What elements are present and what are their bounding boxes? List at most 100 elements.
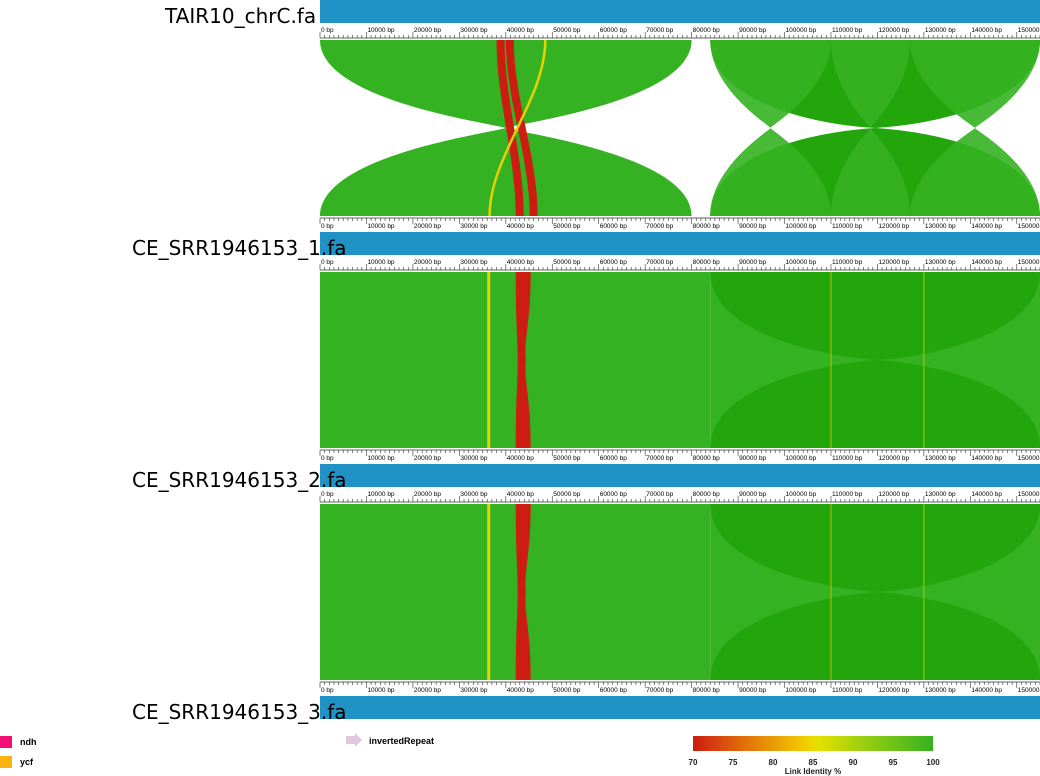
ruler-tick-label: 50000 bp bbox=[553, 687, 580, 694]
ruler-tick-label: 10000 bp bbox=[367, 491, 394, 498]
ruler bbox=[320, 216, 1040, 232]
ruler-tick-label: 140000 bp bbox=[971, 455, 1002, 462]
ruler-tick-label: 80000 bp bbox=[693, 259, 720, 266]
link-line-yellow bbox=[487, 272, 491, 448]
sequence-bar bbox=[320, 0, 1040, 23]
ruler-tick-label: 70000 bp bbox=[646, 687, 673, 694]
identity-colorbar bbox=[693, 736, 933, 751]
ruler-tick-label: 30000 bp bbox=[460, 491, 487, 498]
ruler-tick-label: 70000 bp bbox=[646, 491, 673, 498]
ruler-tick-label: 50000 bp bbox=[553, 259, 580, 266]
ruler-tick-label: 0 bp bbox=[321, 491, 334, 498]
ruler-tick-label: 110000 bp bbox=[832, 687, 863, 694]
colorbar-tick-label: 75 bbox=[728, 758, 738, 767]
sequence-label-4: CE_SRR1946153_3.fa bbox=[132, 700, 347, 724]
colorbar-tick-label: 100 bbox=[926, 758, 940, 767]
colorbar-tick-label: 80 bbox=[768, 758, 778, 767]
ruler-tick-label: 0 bp bbox=[321, 455, 334, 462]
link-band bbox=[710, 272, 1040, 360]
sequence-label-3: CE_SRR1946153_2.fa bbox=[132, 468, 347, 492]
ruler-tick-label: 0 bp bbox=[321, 223, 334, 230]
colorbar-tick-label: 70 bbox=[688, 758, 698, 767]
link-band bbox=[710, 128, 831, 216]
ruler-tick-label: 20000 bp bbox=[414, 455, 441, 462]
link-band-red bbox=[505, 40, 538, 216]
ruler-tick-label: 110000 bp bbox=[832, 27, 863, 34]
ruler bbox=[320, 680, 1040, 696]
ruler-tick-label: 140000 bp bbox=[971, 27, 1002, 34]
legend-label: ycf bbox=[20, 757, 34, 767]
ruler bbox=[320, 256, 1040, 272]
arrow-icon bbox=[346, 733, 362, 747]
sequence-label-2: CE_SRR1946153_1.fa bbox=[132, 236, 347, 260]
link-band bbox=[710, 592, 1040, 680]
ruler-tick-label: 90000 bp bbox=[739, 455, 766, 462]
ruler-tick-label: 130000 bp bbox=[925, 491, 956, 498]
ruler-tick-label: 90000 bp bbox=[739, 27, 766, 34]
link-band bbox=[320, 128, 692, 216]
ruler-tick-label: 130000 bp bbox=[925, 259, 956, 266]
ruler-tick-label: 120000 bp bbox=[878, 491, 909, 498]
ruler-tick-label: 120000 bp bbox=[878, 687, 909, 694]
link-line-yellow bbox=[488, 39, 547, 217]
ruler-tick-label: 90000 bp bbox=[739, 223, 766, 230]
link-band bbox=[909, 40, 1040, 128]
link-band bbox=[710, 360, 1040, 448]
ruler-tick-label: 60000 bp bbox=[600, 259, 627, 266]
ruler-tick-label: 100000 bp bbox=[786, 455, 817, 462]
ruler-tick-label: 150000 bp bbox=[1018, 491, 1040, 498]
ruler-tick-label: 140000 bp bbox=[971, 223, 1002, 230]
ruler-tick-label: 20000 bp bbox=[414, 491, 441, 498]
ruler bbox=[320, 448, 1040, 464]
ruler-tick-label: 100000 bp bbox=[786, 687, 817, 694]
ruler-tick-label: 20000 bp bbox=[414, 259, 441, 266]
ruler-tick-label: 20000 bp bbox=[414, 223, 441, 230]
ruler-tick-label: 30000 bp bbox=[460, 687, 487, 694]
ruler-tick-label: 80000 bp bbox=[693, 27, 720, 34]
ruler-tick-label: 110000 bp bbox=[832, 455, 863, 462]
link-band-red bbox=[515, 272, 531, 448]
colorbar-title: Link Identity % bbox=[784, 767, 842, 776]
ruler bbox=[320, 488, 1040, 504]
sequence-bar bbox=[320, 696, 1040, 719]
ruler-tick-label: 110000 bp bbox=[832, 223, 863, 230]
ruler-tick-label: 100000 bp bbox=[786, 223, 817, 230]
ruler-tick-label: 120000 bp bbox=[878, 223, 909, 230]
ruler-tick-label: 10000 bp bbox=[367, 455, 394, 462]
ruler-tick-label: 60000 bp bbox=[600, 491, 627, 498]
ruler-tick-label: 40000 bp bbox=[507, 27, 534, 34]
ruler-tick-label: 0 bp bbox=[321, 259, 334, 266]
ruler-tick-label: 40000 bp bbox=[507, 455, 534, 462]
ruler-tick-label: 130000 bp bbox=[925, 455, 956, 462]
ruler-tick-label: 110000 bp bbox=[832, 491, 863, 498]
link-band bbox=[320, 504, 711, 680]
ruler-tick-label: 10000 bp bbox=[367, 259, 394, 266]
ruler-tick-label: 100000 bp bbox=[786, 27, 817, 34]
ruler-tick-label: 100000 bp bbox=[786, 259, 817, 266]
legend-label: invertedRepeat bbox=[369, 736, 435, 746]
ruler-tick-label: 90000 bp bbox=[739, 259, 766, 266]
ruler-tick-label: 40000 bp bbox=[507, 259, 534, 266]
ycf-swatch bbox=[0, 756, 12, 768]
colorbar-tick-label: 95 bbox=[888, 758, 898, 767]
ruler-tick-label: 130000 bp bbox=[925, 223, 956, 230]
ruler-tick-label: 10000 bp bbox=[367, 27, 394, 34]
ruler-tick-label: 140000 bp bbox=[971, 687, 1002, 694]
link-line-yellow bbox=[487, 504, 491, 680]
ruler-tick-label: 30000 bp bbox=[460, 259, 487, 266]
ruler-tick-label: 80000 bp bbox=[693, 491, 720, 498]
sequence-bar bbox=[320, 464, 1040, 487]
ruler-tick-label: 80000 bp bbox=[693, 223, 720, 230]
ruler-tick-label: 10000 bp bbox=[367, 687, 394, 694]
legend-label: ndh bbox=[20, 737, 37, 747]
ruler-tick-label: 40000 bp bbox=[507, 687, 534, 694]
ruler-tick-label: 70000 bp bbox=[646, 259, 673, 266]
ruler-tick-label: 0 bp bbox=[321, 27, 334, 34]
ruler-tick-label: 140000 bp bbox=[971, 491, 1002, 498]
link-band bbox=[320, 272, 711, 448]
ruler-tick-label: 120000 bp bbox=[878, 259, 909, 266]
ruler-tick-label: 150000 bp bbox=[1018, 455, 1040, 462]
ruler-tick-label: 130000 bp bbox=[925, 687, 956, 694]
ndh-swatch bbox=[0, 736, 12, 748]
